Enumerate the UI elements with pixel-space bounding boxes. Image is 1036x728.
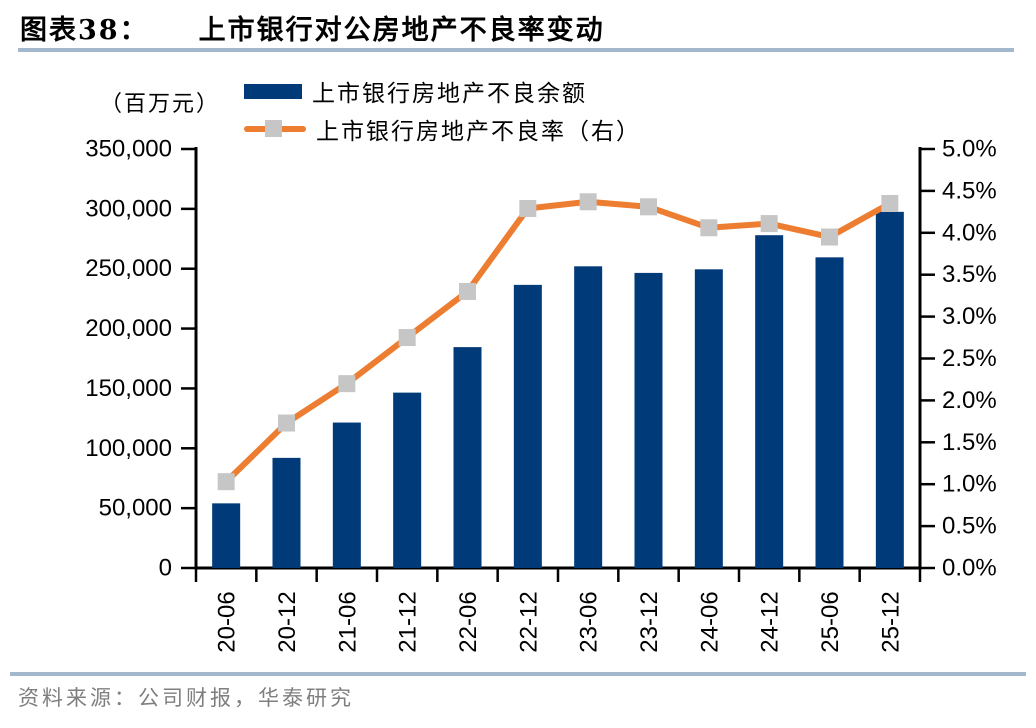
bar-23-06 xyxy=(574,266,603,568)
right-axis-tick-label: 4.5% xyxy=(942,177,997,204)
left-axis-tick-label: 350,000 xyxy=(85,136,172,163)
marker-21-12 xyxy=(398,329,416,347)
left-axis-tick-label: 200,000 xyxy=(85,315,172,342)
marker-25-06 xyxy=(821,228,838,246)
right-axis-tick-label: 4.0% xyxy=(942,219,997,246)
marker-25-12 xyxy=(881,194,899,212)
title-divider-rule xyxy=(18,48,1014,52)
figure-number-label: 图表38： xyxy=(20,15,149,46)
line-swatch-marker-icon xyxy=(265,120,282,137)
bar-24-12 xyxy=(755,235,784,569)
left-axis-tick-label: 250,000 xyxy=(85,255,172,282)
line-series-swatch xyxy=(244,119,306,139)
right-axis-tick-label: 5.0% xyxy=(942,136,997,163)
left-axis-tick-label: 150,000 xyxy=(85,375,172,402)
right-axis-tick-label: 0.5% xyxy=(942,513,997,540)
bar-25-06 xyxy=(815,257,844,568)
right-axis-tick-label: 2.5% xyxy=(942,345,997,372)
right-axis: 0.0% 0.5% 1.0% 1.5% 2.0% 2.5% 3.0% 3.5% 4.0% 4.5%… xyxy=(920,136,997,582)
bar-23-12 xyxy=(634,272,663,568)
marker-23-12 xyxy=(640,198,657,216)
x-axis-label-22-12: 22-12 xyxy=(515,591,542,652)
left-axis-tick-label: 300,000 xyxy=(85,195,172,222)
marker-24-12 xyxy=(760,215,778,233)
marker-22-06 xyxy=(459,282,476,300)
bar-series-label: 上市银行房地产不良余额 xyxy=(312,81,587,107)
figure-title-row: 图表38： 上市银行对公房地产不良率变动 xyxy=(20,8,605,47)
page-title: 上市银行对公房地产不良率变动 xyxy=(198,15,605,46)
bar-20-12 xyxy=(272,457,301,568)
x-axis-label-25-12: 25-12 xyxy=(877,591,904,652)
marker-23-06 xyxy=(579,193,597,211)
x-axis-label-22-06: 22-06 xyxy=(455,591,482,652)
line-series-markers xyxy=(217,193,899,491)
x-axis-label-24-06: 24-06 xyxy=(696,591,723,652)
line-series xyxy=(223,198,893,485)
x-axis-label-21-06: 21-06 xyxy=(334,591,361,652)
line-series-label: 上市银行房地产不良率（右） xyxy=(316,119,641,145)
bar-24-06 xyxy=(694,269,723,568)
left-axis-tick-label: 100,000 xyxy=(85,435,172,462)
bar-25-12 xyxy=(875,211,904,568)
marker-20-06 xyxy=(217,473,235,491)
right-axis-tick-label: 1.0% xyxy=(942,471,997,498)
x-axis-label-21-12: 21-12 xyxy=(395,591,422,652)
right-axis-tick-label: 0.0% xyxy=(942,555,997,582)
source-note: 资料来源：公司财报，华泰研究 xyxy=(18,686,354,710)
x-axis-label-24-12: 24-12 xyxy=(757,591,784,652)
marker-21-06 xyxy=(338,375,356,393)
left-axis-tick-label: 0 xyxy=(159,555,172,582)
right-axis-tick-label: 3.5% xyxy=(942,261,997,288)
x-axis-label-20-12: 20-12 xyxy=(274,591,301,652)
bar-22-06 xyxy=(453,347,482,568)
right-axis-tick-label: 1.5% xyxy=(942,429,997,456)
legend-item-bar: 上市银行房地产不良余额 xyxy=(244,72,641,110)
x-axis-label-25-06: 25-06 xyxy=(817,591,844,652)
bar-series xyxy=(212,211,904,569)
left-axis-unit-label: （百万元） xyxy=(100,92,221,117)
bar-21-12 xyxy=(393,392,422,568)
legend-item-line: 上市银行房地产不良率（右） xyxy=(244,110,641,148)
x-axis-label-20-06: 20-06 xyxy=(214,591,241,652)
footer-divider-rule xyxy=(10,672,1026,676)
marker-22-12 xyxy=(519,199,537,217)
bar-21-06 xyxy=(332,422,361,568)
left-axis: 0 50,000 100,000 150,000 200,000 250,000 300,0… xyxy=(85,136,196,582)
marker-20-12 xyxy=(278,414,295,432)
bar-series-swatch xyxy=(244,83,302,99)
x-axis-label-23-06: 23-06 xyxy=(576,591,603,652)
right-axis-tick-label: 2.0% xyxy=(942,387,997,414)
marker-24-06 xyxy=(700,219,718,237)
x-axis-label-23-12: 23-12 xyxy=(636,591,663,652)
bar-20-06 xyxy=(212,503,241,568)
chart-legend: 上市银行房地产不良余额 上市银行房地产不良率（右） xyxy=(244,72,641,148)
bar-22-12 xyxy=(513,284,542,568)
left-axis-tick-label: 50,000 xyxy=(99,495,172,522)
x-axis: 20-06 20-12 21-06 21-12 22-06 22-12 23-06 23-12… xyxy=(194,568,922,653)
right-axis-tick-label: 3.0% xyxy=(942,303,997,330)
